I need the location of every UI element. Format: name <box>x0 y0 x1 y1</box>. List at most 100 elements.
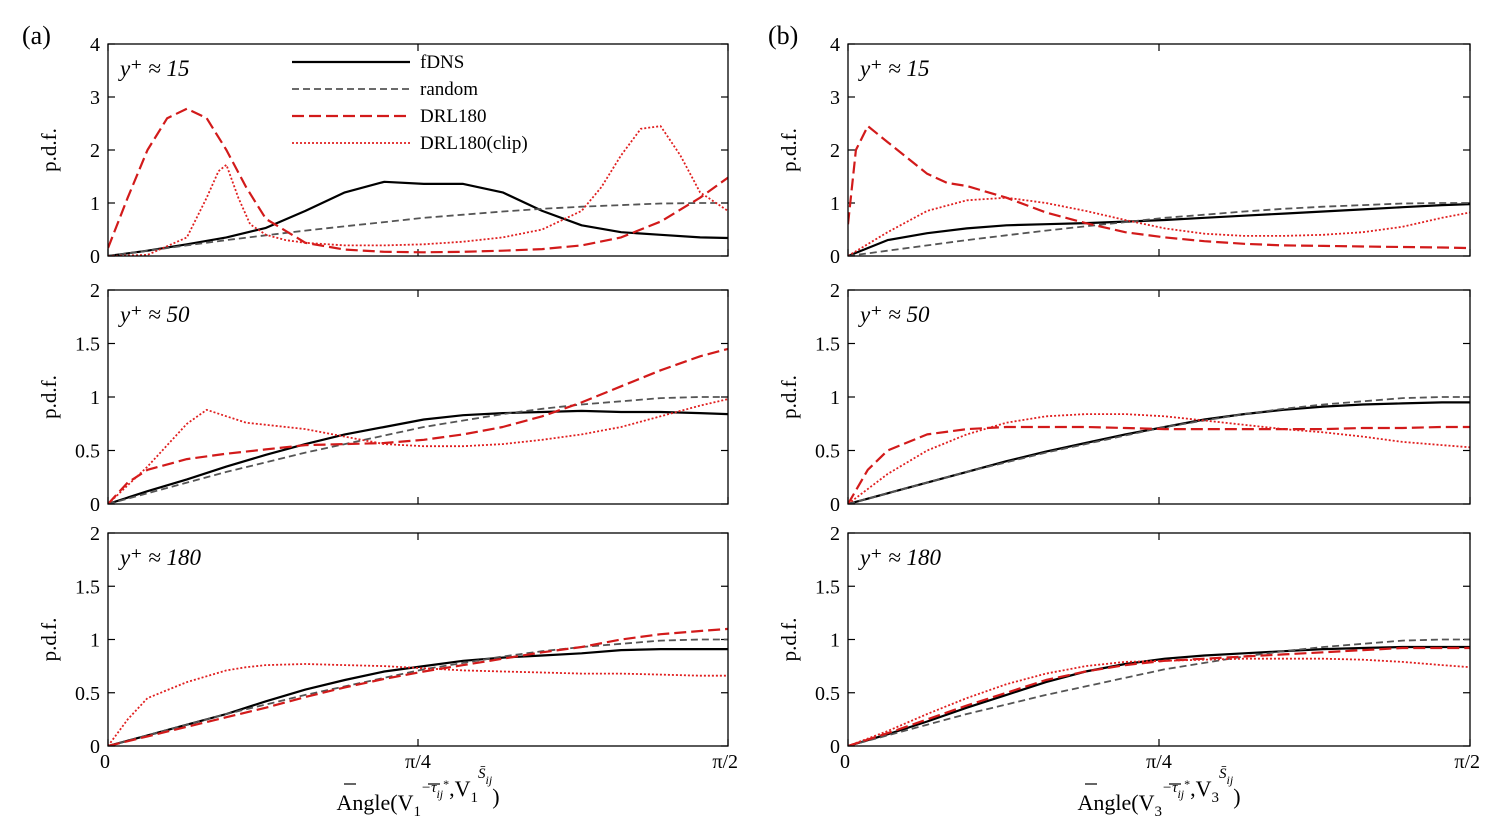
x-label-sup2: S̄ <box>1219 766 1227 782</box>
plot-frame <box>847 289 1471 505</box>
x-label-subsup1: ij <box>1177 787 1184 801</box>
series-line-drl180 <box>848 646 1470 746</box>
x-label-v2: V <box>1196 776 1212 801</box>
x-label-sup1: −τ <box>1162 780 1178 796</box>
x-axis-label: Angle(V3−τij*,V3S̄ij) <box>1077 766 1240 820</box>
x-label-comma: , <box>449 776 455 801</box>
y-tick-label: 1.5 <box>815 576 840 598</box>
y-tick-label: 2 <box>830 523 840 545</box>
x-axis-label: Angle(V1−τij*,V1S̄ij) <box>336 766 499 820</box>
y-tick-label: 1.5 <box>815 334 840 356</box>
x-label-star: * <box>443 777 449 791</box>
y-tick-label: 3 <box>90 87 100 109</box>
series-line-fdns <box>848 203 1470 256</box>
x-label-prefix: Angle( <box>1077 790 1138 815</box>
x-label-s1: 1 <box>413 804 421 820</box>
x-label-s2: 3 <box>1212 790 1220 806</box>
x-label-s1: 3 <box>1154 804 1162 820</box>
x-tick-label: π/4 <box>1146 751 1172 773</box>
y-tick-label: 0 <box>830 736 840 758</box>
x-axis-label-text: Angle(V1−τij*,V1S̄ij) <box>336 766 499 820</box>
y-tick-label: 1 <box>90 387 100 409</box>
annotation-label: y⁺ ≈ 50 <box>118 302 190 327</box>
y-tick-label: 0 <box>830 494 840 516</box>
x-label-v1: V <box>1139 790 1155 815</box>
y-tick-label: 1.5 <box>75 334 100 356</box>
series-line-drl180clip <box>108 398 728 504</box>
y-axis-label: p.d.f. <box>37 128 61 172</box>
series-line-drl180 <box>108 107 728 254</box>
x-label-suffix: ) <box>492 784 499 809</box>
x-label-suffix: ) <box>1233 784 1240 809</box>
legend-label: DRL180 <box>420 106 487 127</box>
y-tick-label: 1 <box>90 630 100 652</box>
series-line-fdns <box>848 645 1470 746</box>
y-axis-label: p.d.f. <box>777 618 801 662</box>
panel-a-1: 0 1 2 3 4 p.d.f. y⁺ ≈ 15 (a) <box>22 21 729 268</box>
series-line-random <box>848 638 1470 746</box>
series-line-drl180clip <box>108 663 728 746</box>
x-label-prefix: Angle( <box>336 790 397 815</box>
series-line-random <box>848 202 1470 256</box>
y-tick-label: 0.5 <box>815 683 840 705</box>
annotation-label: y⁺ ≈ 50 <box>858 302 930 327</box>
legend-label: random <box>420 79 478 100</box>
annotation-label: y⁺ ≈ 15 <box>118 56 189 81</box>
plot-frame <box>847 43 1471 257</box>
x-label-subsup2: ij <box>486 773 493 787</box>
y-tick-label: 0.5 <box>815 441 840 463</box>
series-line-drl180 <box>848 425 1470 504</box>
y-tick-label: 1 <box>830 387 840 409</box>
annotation-label: y⁺ ≈ 180 <box>118 545 201 570</box>
y-tick-label: 4 <box>90 34 100 56</box>
panel-tag: (b) <box>768 21 798 50</box>
series-line-drl180clip <box>848 657 1470 746</box>
panel-b-2: 0 0.5 1 1.5 2 p.d.f. y⁺ ≈ 50 <box>777 280 1471 516</box>
panel-a-2: 0 0.5 1 1.5 2 p.d.f. y⁺ ≈ 50 <box>37 280 729 516</box>
y-tick-label: 1 <box>830 630 840 652</box>
plot-frame <box>107 532 729 747</box>
y-tick-label: 0 <box>90 736 100 758</box>
y-axis-label: p.d.f. <box>777 375 801 419</box>
y-tick-label: 3 <box>830 87 840 109</box>
y-tick-label: 0.5 <box>75 441 100 463</box>
x-tick-label: π/2 <box>1454 751 1480 773</box>
y-tick-label: 2 <box>830 280 840 302</box>
annotation-label: y⁺ ≈ 15 <box>858 56 929 81</box>
x-label-comma: , <box>1190 776 1196 801</box>
x-label-v1: V <box>398 790 414 815</box>
x-tick-label: 0 <box>100 751 110 773</box>
series-line-drl180clip <box>108 125 728 256</box>
y-axis-label: p.d.f. <box>777 128 801 172</box>
series-line-drl180 <box>108 627 728 746</box>
x-tick-label: 0 <box>840 751 850 773</box>
x-tick-label: π/4 <box>405 751 431 773</box>
x-label-sup2: S̄ <box>478 766 486 782</box>
x-label-v2: V <box>455 776 471 801</box>
plot-frame <box>107 43 729 257</box>
y-tick-label: 0 <box>830 246 840 268</box>
series-line-random <box>108 638 728 746</box>
y-tick-label: 4 <box>830 34 840 56</box>
panel-tag: (a) <box>22 21 51 50</box>
series-line-drl180 <box>108 347 728 504</box>
x-label-subsup1: ij <box>436 787 443 801</box>
y-tick-label: 2 <box>830 140 840 162</box>
panel-b-3: 0 0.5 1 1.5 2 0 π/4 π/2 p.d.f. y⁺ ≈ 180 <box>777 523 1480 773</box>
series-line-random <box>108 396 728 504</box>
x-label-sup1: −τ <box>421 780 437 796</box>
legend-label: fDNS <box>420 52 464 73</box>
x-axis-label-text: Angle(V3−τij*,V3S̄ij) <box>1077 766 1240 820</box>
y-tick-label: 0 <box>90 246 100 268</box>
y-axis-label: p.d.f. <box>37 618 61 662</box>
y-tick-label: 1.5 <box>75 576 100 598</box>
plot-frame <box>107 289 729 505</box>
annotation-label: y⁺ ≈ 180 <box>858 545 941 570</box>
series-line-random <box>108 202 728 256</box>
y-tick-label: 2 <box>90 140 100 162</box>
y-axis-label: p.d.f. <box>37 375 61 419</box>
series-line-drl180 <box>848 125 1470 250</box>
y-tick-label: 2 <box>90 280 100 302</box>
y-tick-label: 0 <box>90 494 100 516</box>
